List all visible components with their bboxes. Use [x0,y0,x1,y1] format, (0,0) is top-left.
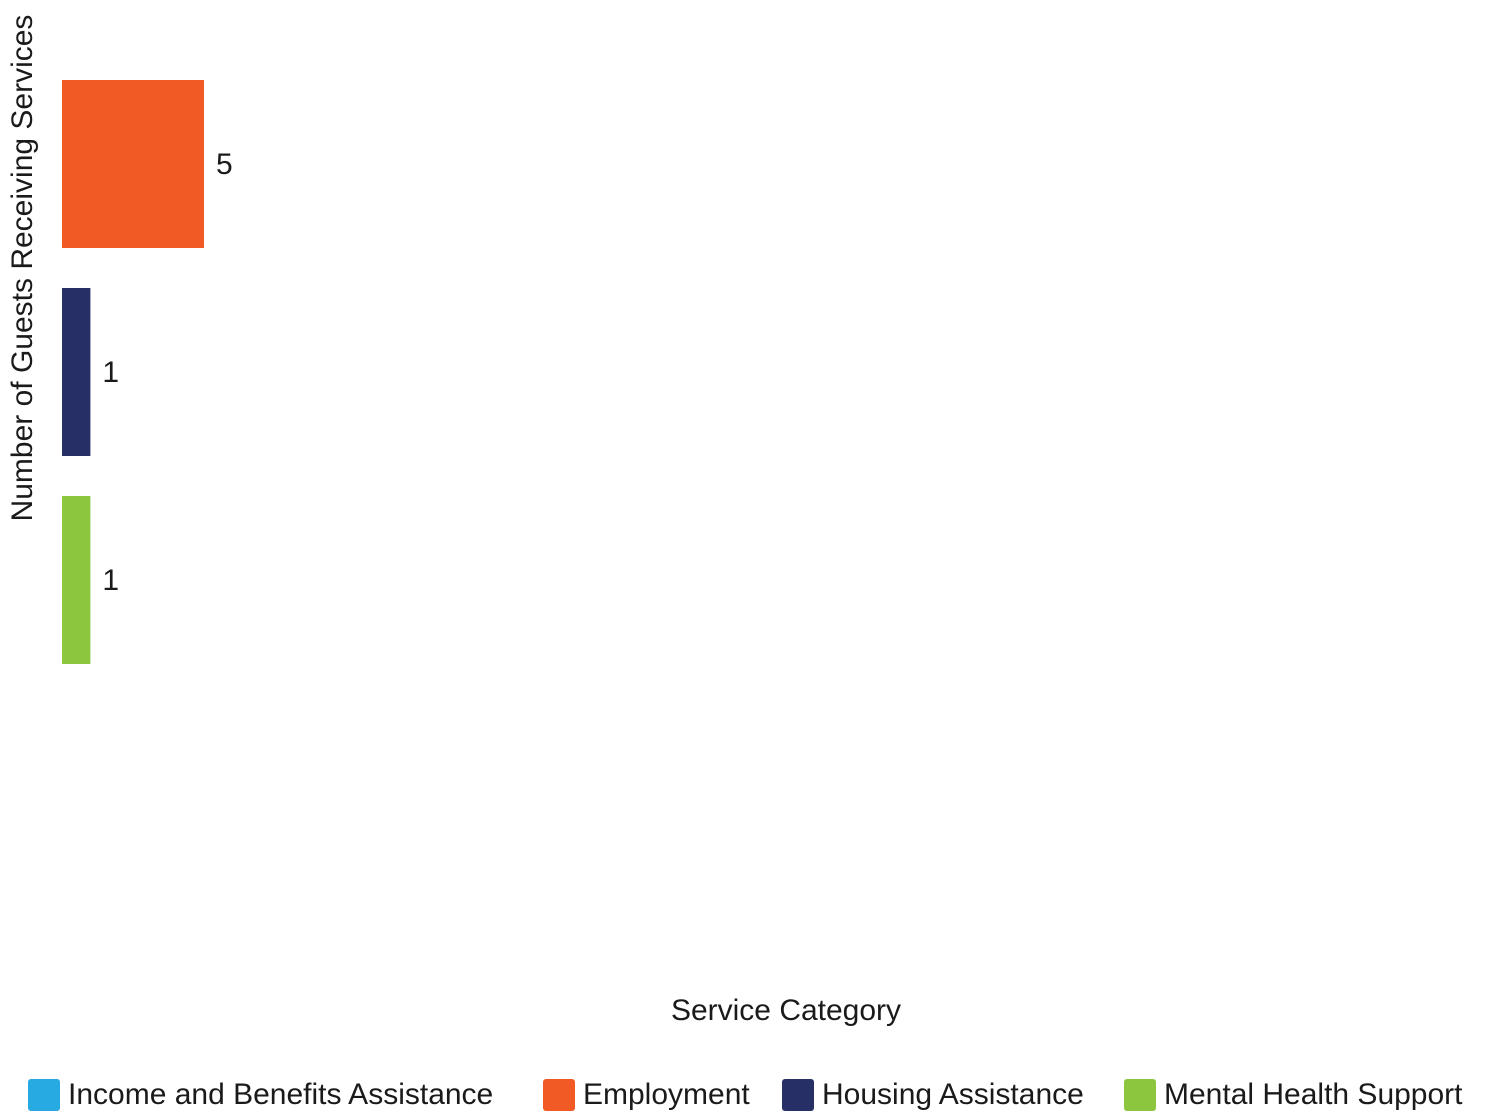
bar-housing-assistance[interactable] [62,288,91,456]
legend-label-income: Income and Benefits Assistance [68,1078,494,1111]
bar-employment[interactable] [62,80,204,248]
legend-label-mental-health: Mental Health Support [1164,1078,1463,1111]
legend-swatch-mental-health [1124,1079,1156,1111]
legend-item-income-and-benefits-assistance[interactable]: Income and Benefits Assistance [28,1078,493,1112]
legend-item-housing-assistance[interactable]: Housing Assistance [782,1078,1084,1112]
data-label-mental-health-support: 1 [102,564,119,597]
legend-item-employment[interactable]: Employment [543,1078,750,1112]
data-label-housing-assistance: 1 [102,356,119,389]
bar-mental-health-support[interactable] [62,496,91,664]
x-axis-label: Service Category [670,994,902,1027]
legend-swatch-employment [543,1079,575,1111]
legend-swatch-income [28,1079,60,1111]
legend-label-employment: Employment [583,1078,750,1111]
legend-item-mental-health-support[interactable]: Mental Health Support [1124,1078,1463,1112]
legend-label-housing: Housing Assistance [822,1078,1084,1111]
legend-swatch-housing [782,1079,814,1111]
y-axis-label: Number of Guests Receiving Services [6,14,39,522]
data-label-employment: 5 [216,148,233,181]
